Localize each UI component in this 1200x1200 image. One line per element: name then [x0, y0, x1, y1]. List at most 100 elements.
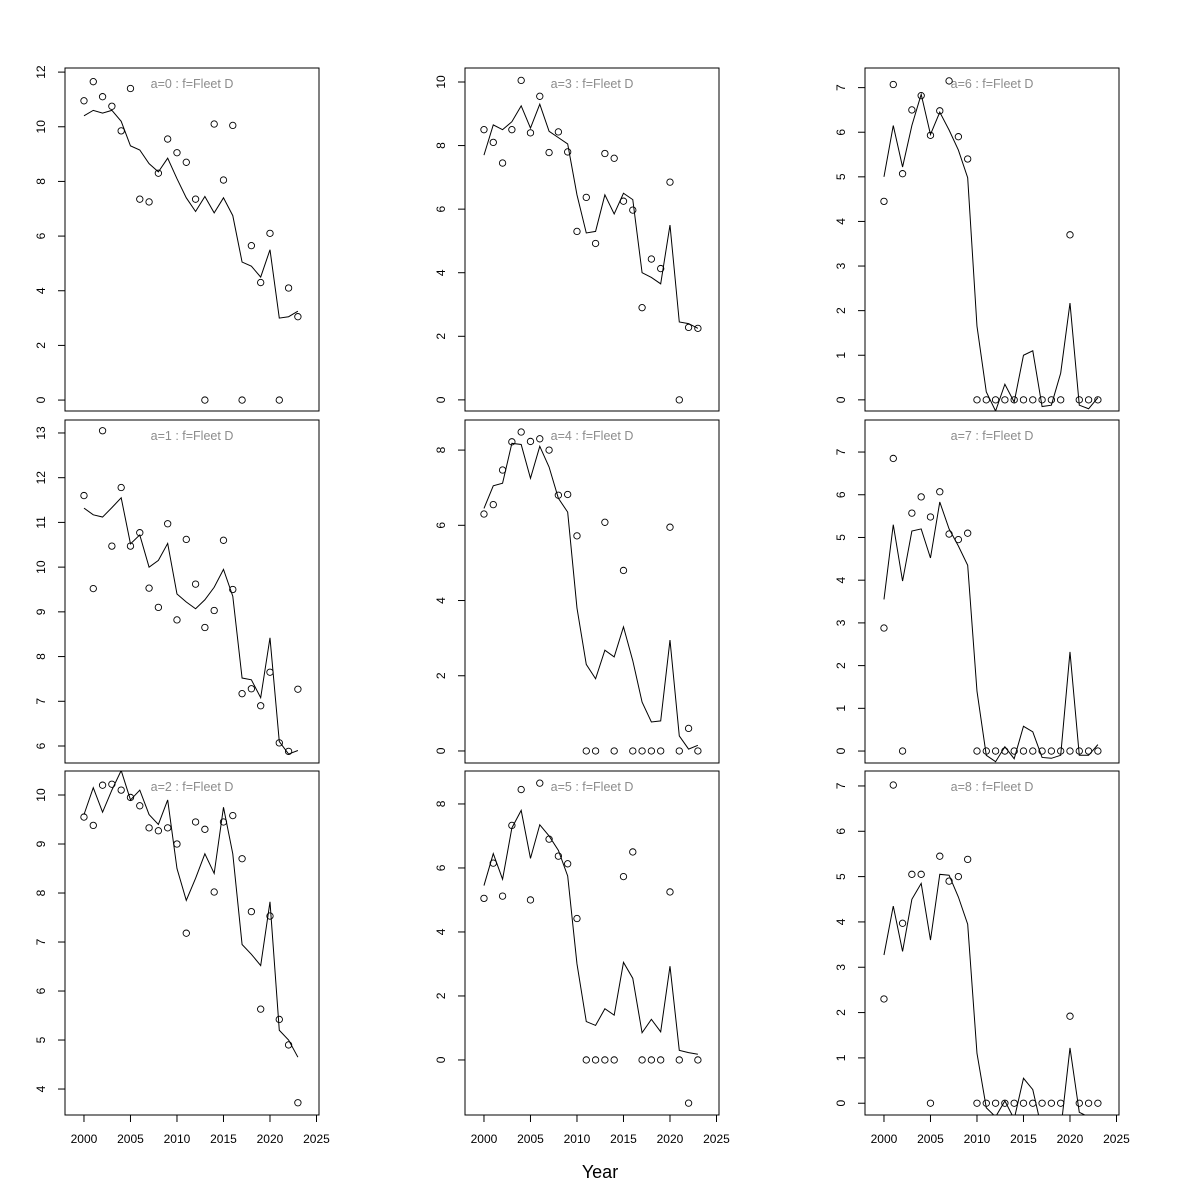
x-tick-label: 2000 [871, 1132, 898, 1146]
observed-point [973, 396, 981, 404]
observed-point [266, 912, 274, 920]
observed-point [1066, 747, 1074, 755]
observed-point [284, 284, 293, 292]
y-tick-label: 10 [34, 788, 48, 802]
observed-point [954, 872, 963, 881]
y-tick-label: 3 [834, 262, 848, 269]
y-tick-label: 8 [434, 446, 448, 453]
plot-frame [464, 770, 720, 1116]
observed-point [917, 92, 925, 100]
observed-point [1047, 1099, 1056, 1107]
observed-point [610, 747, 618, 755]
observed-point [1057, 396, 1065, 404]
fitted-line [883, 501, 1099, 763]
panel-title: a=8 : f=Fleet D [951, 780, 1034, 794]
observed-point [591, 239, 600, 248]
y-tick-label: 6 [834, 828, 848, 835]
x-tick-label: 2010 [564, 1132, 591, 1146]
y-tick-label: 7 [834, 782, 848, 789]
y-tick-label: 6 [834, 491, 848, 498]
panel: a=1 : f=Fleet D 6 7 8 9 10 11 12 13 [34, 419, 320, 764]
observed-point [219, 536, 228, 544]
x-tick-label: 2015 [1010, 1132, 1037, 1146]
observed-point [880, 197, 888, 206]
plot-frame [64, 770, 320, 1116]
observed-point [908, 870, 916, 878]
observed-point [964, 529, 972, 537]
observed-point [991, 396, 1000, 404]
observed-point [489, 138, 497, 147]
observed-point [191, 195, 200, 203]
observed-point [898, 919, 907, 927]
panel-title: a=7 : f=Fleet D [951, 429, 1034, 443]
observed-point [880, 995, 888, 1003]
observed-point [266, 229, 274, 238]
panel-title: a=0 : f=Fleet D [151, 77, 234, 91]
x-tick-label: 2025 [303, 1132, 330, 1146]
observed-point [880, 624, 888, 632]
observed-point [238, 396, 246, 404]
observed-point [601, 149, 609, 158]
observed-point [591, 1056, 600, 1064]
observed-point [201, 396, 209, 404]
observed-point [1029, 747, 1037, 755]
observed-point [480, 894, 488, 903]
observed-point [275, 1015, 283, 1024]
observed-point [675, 1056, 683, 1064]
y-tick-label: 4 [434, 597, 448, 604]
observed-point [275, 396, 283, 404]
observed-point [573, 532, 581, 540]
observed-point [1075, 1099, 1083, 1107]
observed-point [98, 781, 107, 789]
observed-point [145, 824, 153, 832]
observed-point [89, 78, 97, 86]
plot-frame [64, 67, 320, 412]
observed-point [1001, 396, 1009, 404]
y-tick-label: 3 [834, 964, 848, 971]
y-tick-label: 4 [34, 1085, 48, 1092]
observed-point [526, 437, 535, 446]
observed-point [536, 779, 544, 787]
observed-point [638, 304, 646, 312]
observed-point [89, 821, 97, 830]
observed-point [517, 785, 525, 794]
observed-point [145, 198, 153, 206]
observed-point [1038, 1099, 1046, 1107]
observed-point [526, 129, 535, 137]
y-tick-label: 4 [434, 269, 448, 276]
observed-point [126, 84, 135, 93]
fitted-line [83, 771, 299, 1058]
observed-point [1047, 396, 1056, 404]
x-tick-label: 2005 [517, 1132, 544, 1146]
observed-point [136, 195, 144, 203]
fitted-line [83, 109, 299, 319]
observed-point [629, 848, 637, 856]
observed-point [154, 827, 163, 835]
y-tick-label: 2 [834, 1009, 848, 1016]
y-tick-label: 6 [434, 864, 448, 871]
observed-point [257, 1005, 265, 1013]
observed-point [898, 747, 907, 755]
panel: a=7 : f=Fleet D 0 1 2 3 4 5 6 7 [834, 419, 1120, 764]
observed-point [629, 206, 637, 214]
observed-point [1047, 747, 1056, 755]
plot-frame [464, 419, 720, 764]
observed-point [964, 855, 972, 864]
y-tick-label: 6 [434, 205, 448, 212]
x-tick-label: 2020 [257, 1132, 284, 1146]
observed-point [1084, 396, 1093, 404]
observed-point [926, 131, 935, 140]
observed-point [98, 427, 107, 435]
y-tick-label: 0 [434, 1056, 448, 1063]
y-tick-label: 0 [834, 396, 848, 403]
observed-point [526, 896, 535, 904]
observed-point [238, 855, 246, 863]
observed-point [247, 685, 256, 693]
observed-point [945, 77, 953, 85]
observed-point [917, 870, 925, 878]
panel: a=5 : f=Fleet D 0 2 4 6 8 2000 2005 2010 2015 2020… [434, 770, 730, 1146]
observed-point [964, 155, 972, 163]
y-tick-label: 10 [34, 560, 48, 574]
observed-point [164, 520, 172, 528]
observed-point [229, 121, 237, 130]
